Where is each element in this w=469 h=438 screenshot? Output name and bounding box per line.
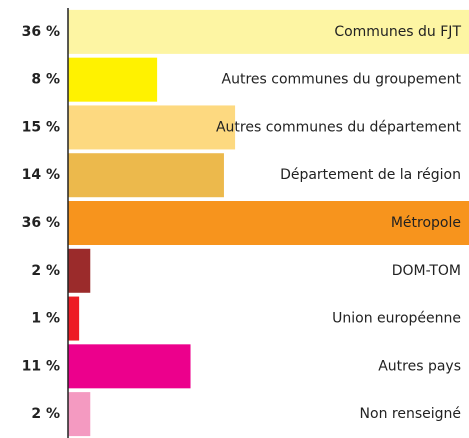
category-label: Métropole — [391, 215, 461, 231]
value-label: 14 % — [22, 167, 60, 183]
category-label: Union européenne — [332, 311, 461, 327]
category-label: Autres communes du département — [216, 119, 462, 135]
bar — [68, 153, 224, 198]
value-label: 11 % — [22, 358, 60, 374]
category-label: Communes du FJT — [334, 24, 461, 40]
category-label: Autres communes du groupement — [222, 72, 462, 88]
value-label: 36 % — [22, 215, 60, 231]
bar — [68, 57, 158, 102]
category-label: DOM-TOM — [392, 263, 461, 279]
bar — [68, 392, 91, 437]
value-label: 2 % — [31, 263, 60, 279]
value-label: 2 % — [31, 406, 60, 422]
value-label: 8 % — [31, 72, 60, 88]
bar — [68, 248, 91, 293]
bar — [68, 9, 469, 54]
category-label: Département de la région — [280, 167, 461, 183]
bar — [68, 296, 80, 341]
bar — [68, 201, 469, 245]
value-label: 36 % — [22, 24, 60, 40]
category-label: Non renseigné — [360, 406, 461, 422]
bar — [68, 105, 236, 150]
value-label: 1 % — [31, 311, 60, 327]
bar — [68, 344, 191, 389]
value-label: 15 % — [22, 119, 60, 135]
category-label: Autres pays — [378, 358, 461, 374]
